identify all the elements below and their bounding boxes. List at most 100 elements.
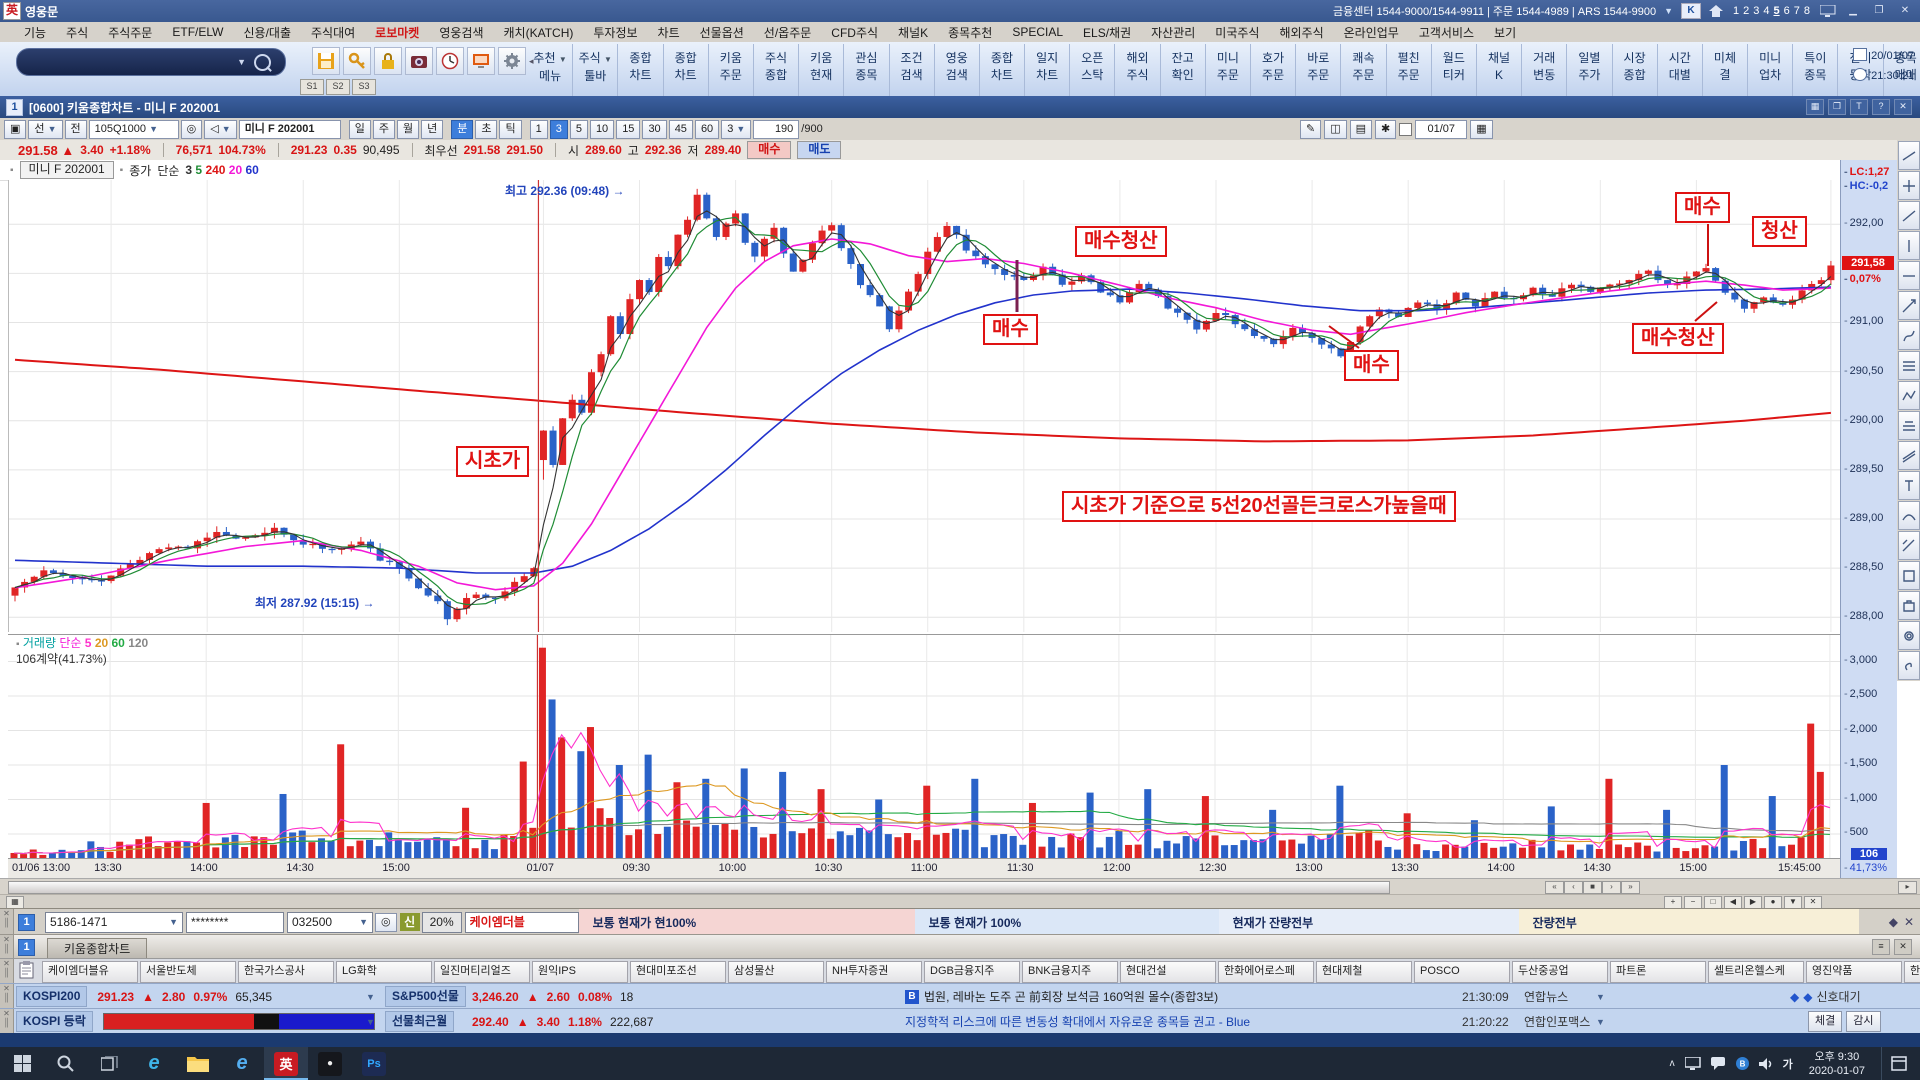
futures-front-label[interactable]: 선물최근월 xyxy=(385,1011,455,1032)
stock-tab-두산중공업[interactable]: 두산중공업 xyxy=(1512,960,1608,983)
menu-CFD주식[interactable]: CFD주식 xyxy=(831,25,879,40)
menu-종목추천[interactable]: 종목추천 xyxy=(948,25,993,40)
draw-tool-curve-icon[interactable] xyxy=(1898,501,1920,530)
close-button[interactable]: ✕ xyxy=(1900,5,1910,16)
monitor-button[interactable]: 감시 xyxy=(1846,1011,1881,1032)
volume-bars-chart[interactable] xyxy=(8,635,1840,859)
kospi200-label[interactable]: KOSPI200 xyxy=(16,986,88,1007)
chart-float-icon[interactable]: ❐ xyxy=(1828,99,1846,115)
interval-60[interactable]: 60 xyxy=(694,119,720,139)
toolbar-button-일지차트[interactable]: 일지 차트 xyxy=(1025,44,1071,98)
charttype-분[interactable]: 분 xyxy=(451,119,474,139)
panel-grip[interactable]: ✕ ║ xyxy=(0,984,14,1009)
toolbar-button-추천메뉴[interactable]: 추천 ▼ 메뉴 xyxy=(528,44,574,98)
chart-tool-icon[interactable]: T xyxy=(1850,99,1868,115)
gear-icon[interactable] xyxy=(498,47,526,75)
restore-button[interactable]: ❐ xyxy=(1874,5,1884,16)
draw-tool-horizontal-line-icon[interactable] xyxy=(1898,261,1920,290)
stock-tab-영진약품[interactable]: 영진약품 xyxy=(1806,960,1902,983)
news-dropdown-icon[interactable]: ▼ xyxy=(1596,1016,1605,1027)
draw-tool-channel-icon[interactable] xyxy=(1898,441,1920,470)
toolbar-button-조건검색[interactable]: 조건 검색 xyxy=(890,44,935,98)
toolbar-button-거래변동[interactable]: 거래 변동 xyxy=(1522,44,1568,98)
scroll-button-0[interactable]: « xyxy=(1545,881,1564,894)
index-dropdown-icon[interactable]: ▼ xyxy=(366,1016,375,1027)
index-dropdown-icon[interactable]: ▼ xyxy=(366,991,375,1002)
menu-선물옵션[interactable]: 선물옵션 xyxy=(699,25,744,40)
chart-split-icon[interactable]: ◫ xyxy=(1324,120,1347,139)
price-axis[interactable]: LC:1,27 HC:-0,2 291,58 0,07% 106 41,73% … xyxy=(1840,160,1897,878)
date-checkbox[interactable] xyxy=(1399,123,1413,136)
stock-tab-LG화학[interactable]: LG화학 xyxy=(336,960,432,983)
ime-indicator[interactable]: 가 xyxy=(1782,1058,1793,1071)
draw-tool-fibonacci-icon[interactable] xyxy=(1898,411,1920,440)
toolbar-button-월드티커[interactable]: 월드 티커 xyxy=(1432,44,1477,98)
stock-tab-현대제철[interactable]: 현대제철 xyxy=(1316,960,1412,983)
period-주[interactable]: 주 xyxy=(372,119,395,139)
news-headline-1[interactable]: 법원, 레바논 도주 곤 前회장 보석금 160억원 몰수(종합3보) xyxy=(924,990,1219,1004)
menu-주식주문[interactable]: 주식주문 xyxy=(108,25,153,40)
monitor-setting-icon[interactable] xyxy=(467,47,495,75)
screen-slot-S1[interactable]: S1 xyxy=(300,79,324,95)
toolbar-button-펼친주문[interactable]: 펼친 주문 xyxy=(1387,44,1432,98)
stock-search-combo[interactable]: ▼ xyxy=(16,48,286,76)
lock-icon[interactable] xyxy=(374,47,402,75)
toolbar-button-채널K[interactable]: 채널 K xyxy=(1477,44,1523,98)
stock-tab-현대미포조선[interactable]: 현대미포조선 xyxy=(630,960,726,983)
stock-tab-일진머티리얼즈[interactable]: 일진머티리얼즈 xyxy=(434,960,530,983)
taskbar-edge-icon[interactable]: e xyxy=(148,1052,160,1074)
menu-채널K[interactable]: 채널K xyxy=(898,25,929,40)
tab-kiwoom-chart[interactable]: 키움종합차트 xyxy=(47,937,148,960)
screen-number-5[interactable]: 5 xyxy=(1773,5,1780,17)
stock-tab-POSCO[interactable]: POSCO xyxy=(1414,960,1510,983)
order-section-modify[interactable]: 잔량전부 xyxy=(1518,909,1859,935)
toolbar-collapse-icon[interactable]: ◂ xyxy=(529,55,534,66)
scroll-end-button[interactable]: ▸ xyxy=(1898,881,1917,894)
save-screen-icon[interactable] xyxy=(312,47,340,75)
start-button[interactable] xyxy=(0,1047,44,1080)
period-월[interactable]: 월 xyxy=(396,119,420,139)
menu-주식[interactable]: 주식 xyxy=(66,25,89,40)
tray-chat-icon[interactable] xyxy=(1710,1057,1726,1070)
order-close-icon[interactable]: ✕ xyxy=(1903,915,1914,929)
stock-tab-한미사이언스[interactable]: 한미사이언스 xyxy=(1904,960,1920,983)
home-icon[interactable] xyxy=(1709,5,1723,17)
signal-chart-icon[interactable]: ◆ xyxy=(1790,989,1800,1004)
clock-icon[interactable] xyxy=(436,47,464,75)
chart-window-titlebar[interactable]: 1 [0600] 키움종합차트 - 미니 F 202001 ▦ ❐ T ? ✕ xyxy=(0,96,1920,118)
panel-grip[interactable]: ✕ ║ xyxy=(0,1009,14,1034)
chart-help-icon[interactable]: ? xyxy=(1872,99,1890,115)
line-type-select[interactable]: 선 ▼ xyxy=(28,119,63,139)
menu-영웅검색[interactable]: 영웅검색 xyxy=(439,25,484,40)
password-field[interactable]: ******** xyxy=(186,911,284,933)
toolbar-button-잔고확인[interactable]: 잔고 확인 xyxy=(1161,44,1206,98)
toolbar-button-종합차트[interactable]: 종합 차트 xyxy=(618,44,664,98)
chart-scrollbar[interactable]: «‹ ■ ›» ▸ xyxy=(0,878,1920,895)
stock-tab-한화에어로스페[interactable]: 한화에어로스페 xyxy=(1218,960,1314,983)
task-view-icon[interactable] xyxy=(88,1047,132,1080)
toolbar-button-키움현재[interactable]: 키움 현재 xyxy=(799,44,845,98)
scroll-button-2[interactable]: ■ xyxy=(1583,881,1602,894)
toolbar-button-미니업차[interactable]: 미니 업차 xyxy=(1748,44,1794,98)
draw-tool-camera-capture-icon[interactable] xyxy=(1898,591,1920,620)
tray-bluetooth-icon[interactable]: B xyxy=(1735,1057,1749,1070)
search-dropdown-icon[interactable]: ▼ xyxy=(237,57,246,67)
menu-선/옵주문[interactable]: 선/옵주문 xyxy=(763,25,812,40)
execution-watch-button[interactable]: 체결 xyxy=(1808,1011,1843,1032)
chart-close-icon[interactable]: ✕ xyxy=(1894,99,1912,115)
clipboard-icon[interactable] xyxy=(18,961,36,982)
order-section-sell[interactable]: 보통 현재가 현100% xyxy=(578,909,915,935)
draw-tool-lasso-icon[interactable] xyxy=(1898,651,1920,680)
multi-monitor-icon[interactable] xyxy=(1820,5,1836,17)
screen-number-7[interactable]: 7 xyxy=(1793,5,1800,17)
order-section-buy[interactable]: 보통 현재가 100% xyxy=(914,909,1219,935)
menu-온라인업무[interactable]: 온라인업무 xyxy=(1343,25,1399,40)
draw-tool-gear-icon[interactable] xyxy=(1898,621,1920,650)
account-select[interactable]: 5186-1471 ▼ xyxy=(45,911,183,933)
chart-layout-icon[interactable]: ▦ xyxy=(1806,99,1824,115)
draw-tool-rectangle-icon[interactable] xyxy=(1898,561,1920,590)
stock-tab-서울반도체[interactable]: 서울반도체 xyxy=(140,960,236,983)
speaker-icon[interactable]: ◁ ▼ xyxy=(204,119,237,139)
scroll-button-4[interactable]: » xyxy=(1621,881,1640,894)
menu-고객서비스[interactable]: 고객서비스 xyxy=(1418,25,1475,40)
